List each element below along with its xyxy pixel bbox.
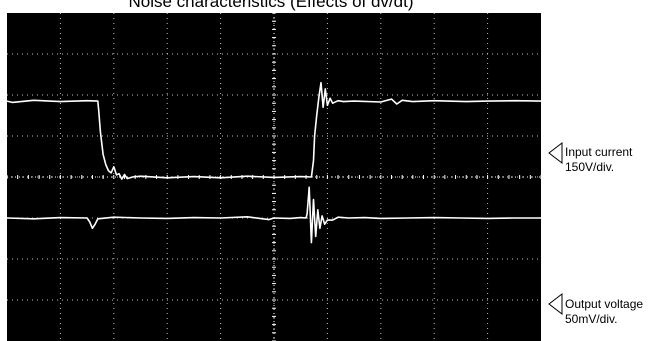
output-voltage-marker-icon — [548, 293, 563, 315]
oscilloscope-screen — [7, 13, 541, 341]
input-current-scale: 150V/div. — [565, 160, 615, 174]
trace-output-voltage — [7, 186, 541, 244]
input-current-marker-icon — [548, 142, 563, 164]
input-current-label: Input current — [565, 145, 633, 159]
output-voltage-scale: 50mV/div. — [565, 312, 618, 326]
output-voltage-label: Output voltage — [565, 297, 644, 311]
chart-title: Noise characteristics (Effects of dv/dt) — [128, 0, 414, 11]
trace-input-current — [7, 81, 541, 180]
